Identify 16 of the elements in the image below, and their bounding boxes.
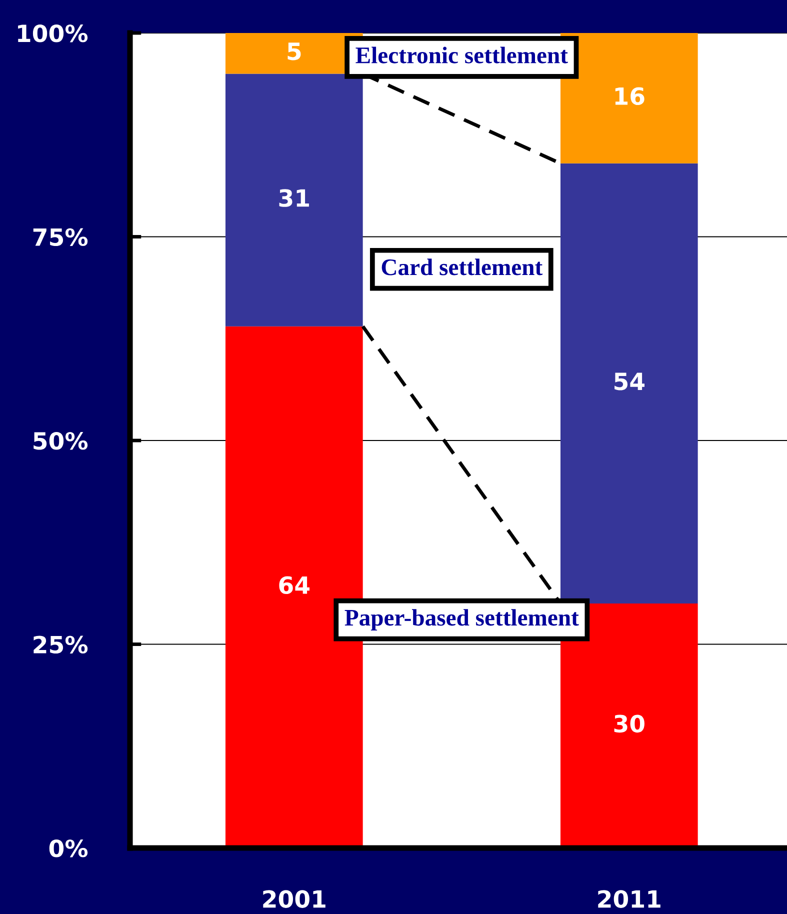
x-tick-label: 2011	[598, 890, 660, 908]
data-label: 31	[279, 189, 309, 207]
data-label: 64	[279, 576, 310, 594]
series-label: Paper-based settlement	[344, 609, 579, 631]
y-tick-label: 25%	[34, 636, 88, 654]
y-tick-label: 0%	[49, 839, 88, 858]
y-tick-label: 100%	[18, 24, 88, 42]
y-tick-label: 75%	[33, 228, 88, 246]
series-label: Electronic settlement	[356, 46, 568, 64]
y-tick-label: 50%	[34, 432, 88, 450]
series-label: Card settlement	[382, 258, 543, 276]
x-tick-label: 2001	[263, 890, 326, 908]
data-label: 5	[288, 42, 301, 60]
data-label: 54	[614, 372, 644, 390]
data-label: 16	[615, 87, 644, 106]
data-label: 30	[614, 714, 644, 733]
